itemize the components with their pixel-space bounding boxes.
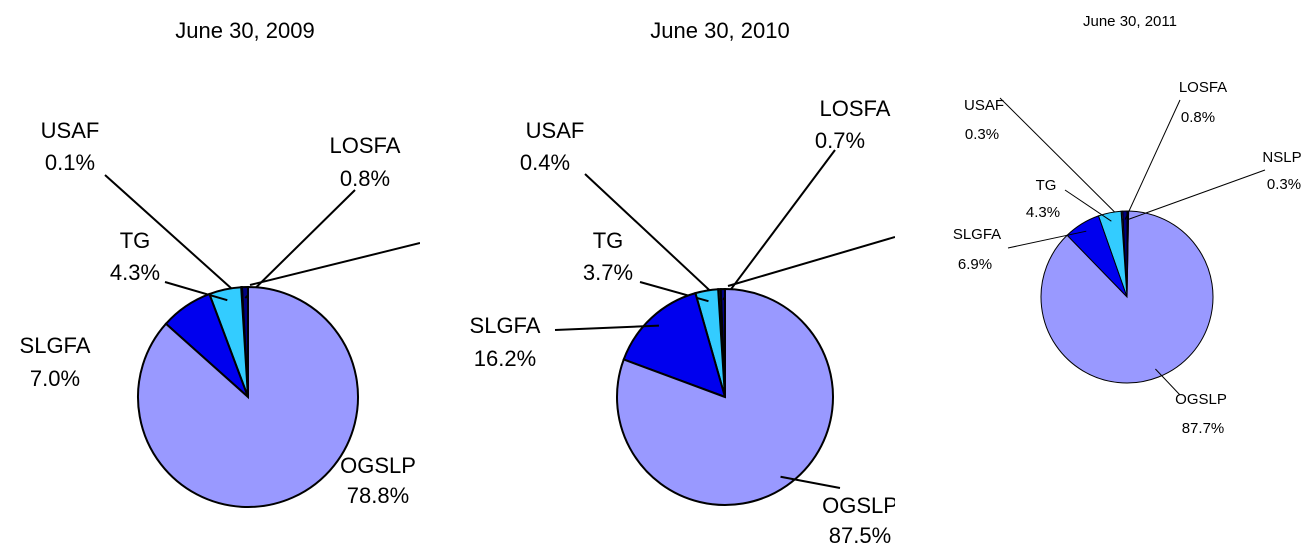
slice-label: USAF (526, 118, 585, 143)
leader-line (1124, 99, 1181, 220)
slice-label: LOSFA (1179, 79, 1227, 96)
slice-value-label: 3.7% (583, 260, 633, 285)
slice-label: SLGFA (953, 226, 1001, 243)
pie-panel: June 30, 2009 LOSFA 0.8% USAF 0.1% TG 4.3% SLGF… (20, 18, 420, 508)
slice-label: SLGFA (20, 333, 91, 358)
leader-line (780, 475, 841, 489)
slice-value-label: 0.4% (520, 150, 570, 175)
leader-line (1007, 230, 1087, 249)
slice-value-label: 78.8% (347, 483, 409, 508)
pie-slice (137, 285, 359, 508)
leader-line (249, 242, 420, 286)
slice-value-label: 0.8% (1181, 109, 1215, 126)
slice-label: SLGFA (470, 313, 541, 338)
pie-slice (616, 287, 834, 506)
slice-label: TG (1036, 177, 1057, 194)
slice-label: TG (593, 228, 624, 253)
slice-label: LOSFA (820, 96, 891, 121)
slice-label: USAF (41, 118, 100, 143)
slice-label: OGSLP (1175, 391, 1227, 408)
slice-value-label: 87.5% (829, 523, 891, 544)
leader-line (1064, 189, 1112, 222)
slice-value-label: 4.3% (1026, 204, 1060, 221)
slice-value-label: 16.2% (474, 346, 536, 371)
leader-line (244, 189, 356, 299)
pie-panel: June 30, 2010 LOSFA 0.7% USAF 0.4% TG 3.7% SLGF… (470, 18, 898, 544)
chart-title: June 30, 2011 (1083, 13, 1177, 30)
leader-line (999, 97, 1123, 221)
leader-line (584, 173, 721, 301)
slice-label: NSLP (1262, 149, 1301, 166)
slice-label: OGSLP (340, 453, 416, 478)
pie-panel: June 30, 2011 LOSFA 0.8% USAF 0.3% TG 4.3% SLGF… (953, 13, 1302, 437)
pie-slice (622, 291, 727, 399)
leader-line (722, 149, 836, 301)
leader-line (1155, 368, 1181, 396)
chart-title: June 30, 2010 (650, 18, 789, 43)
leader-line (554, 324, 659, 331)
slice-value-label: 0.1% (45, 150, 95, 175)
slice-value-label: 0.3% (1267, 176, 1301, 193)
slice-value-label: 7.0% (30, 366, 80, 391)
slice-value-label: 4.3% (110, 260, 160, 285)
slice-value-label: 6.9% (958, 256, 992, 273)
slice-label: TG (120, 228, 151, 253)
slice-label: USAF (964, 97, 1004, 114)
leader-line (727, 236, 895, 287)
slice-value-label: 0.3% (965, 126, 999, 143)
slice-label: LOSFA (330, 133, 401, 158)
chart-title: June 30, 2009 (175, 18, 314, 43)
slice-value-label: 0.7% (815, 128, 865, 153)
slice-value-label: 0.8% (340, 166, 390, 191)
leader-line (104, 174, 243, 299)
leader-line (1127, 169, 1266, 221)
slice-label: OGSLP (822, 493, 898, 518)
leader-line (164, 281, 228, 302)
slice-value-label: 87.7% (1182, 420, 1225, 437)
pie-slice (1126, 210, 1130, 298)
